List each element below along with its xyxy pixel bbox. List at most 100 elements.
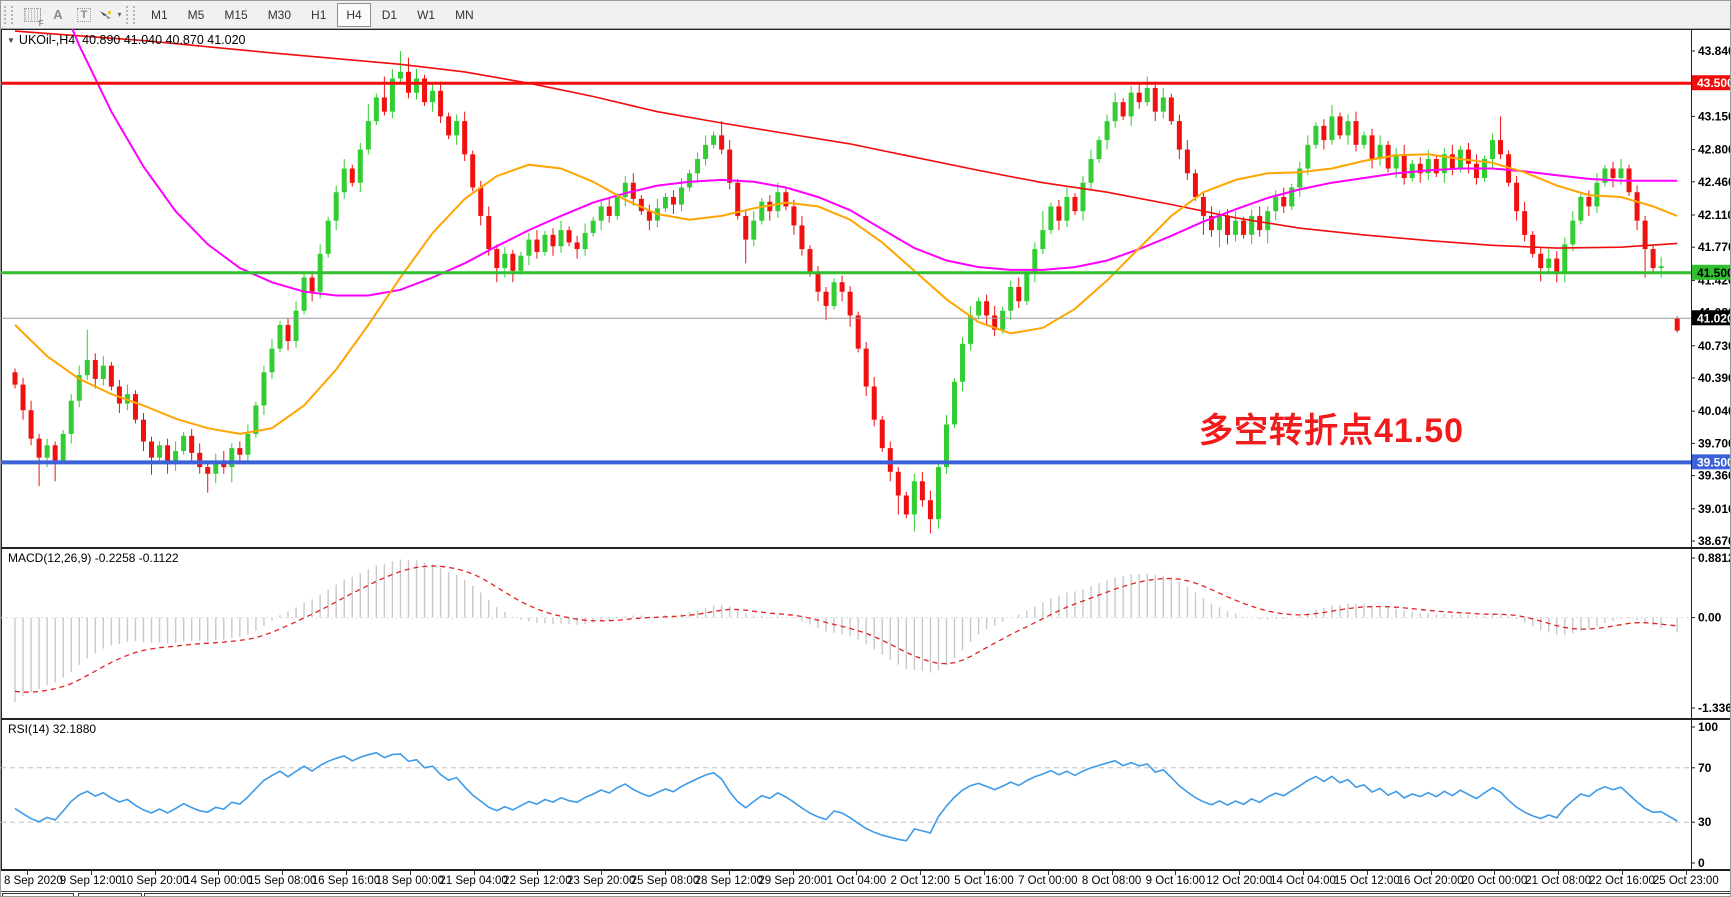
timeframe-button-M15[interactable]: M15 [224, 7, 248, 22]
text-a-icon: A [53, 7, 63, 22]
macd-axis-labels: 0.8812 0.00 -1.3368 [1691, 551, 1731, 715]
text-label-tool[interactable]: A [45, 4, 71, 26]
symbol-period-label: UKOil-,H4 [18, 33, 76, 47]
time-tick [1622, 871, 1623, 875]
time-label: 12 Oct 20:00 [1206, 875, 1273, 887]
time-label: 8 Oct 08:00 [1081, 875, 1142, 887]
ma-magenta-medium [71, 29, 1678, 297]
svg-text:40.040: 40.040 [1698, 404, 1731, 418]
time-tick [537, 871, 539, 875]
rsi-frame [1, 719, 1730, 870]
time-label: 16 Oct 20:00 [1397, 875, 1464, 887]
ohlc-values: 40.890 41.040 40.870 41.020 [82, 33, 246, 47]
rsi-axis-labels: 100 70 30 0 [1691, 720, 1718, 870]
timeframe-button-M30[interactable]: M30 [267, 7, 292, 22]
time-tick [1047, 871, 1049, 875]
time-tick [1494, 871, 1496, 875]
timeframe-button-W1[interactable]: W1 [417, 7, 436, 22]
price-chart-canvas[interactable]: 43.84043.15042.80042.46042.11041.77041.4… [1, 29, 1731, 548]
chart-title: ▼ UKOil-,H4 40.890 41.040 40.870 41.020 [7, 33, 246, 47]
candles-group [12, 51, 1680, 534]
time-label: 20 Oct 00:00 [1461, 875, 1528, 887]
bottom-box [78, 893, 142, 896]
timeframe-button-H1[interactable]: H1 [311, 7, 327, 22]
arrows-icon [100, 10, 112, 19]
svg-text:39.500: 39.500 [1697, 455, 1731, 469]
svg-text:40.390: 40.390 [1698, 371, 1731, 385]
time-label: 15 Oct 12:00 [1333, 875, 1400, 887]
time-tick [792, 871, 794, 875]
svg-text:42.800: 42.800 [1698, 143, 1731, 157]
time-label: 29 Sep 20:00 [758, 875, 827, 887]
time-tick [601, 871, 603, 875]
chart-toolbar: F A T ▾ M1 M5 M15 M30 H1 H4 D1 W1 MN [1, 1, 1730, 29]
timeframe-button-H4[interactable]: H4 [337, 2, 371, 27]
time-tick [1558, 871, 1560, 875]
svg-text:70: 70 [1698, 761, 1712, 775]
svg-text:41.020: 41.020 [1697, 311, 1731, 325]
time-tick [409, 871, 411, 875]
time-axis[interactable]: 8 Sep 2020 9 Sep 12:00 10 Sep 20:00 14 Sep … [1, 870, 1730, 891]
time-label: 21 Oct 08:00 [1525, 875, 1592, 887]
bottom-box [144, 893, 1730, 896]
macd-indicator-panel[interactable]: MACD(12,26,9) -0.2258 -0.1122 0.8812 0.00… [1, 548, 1731, 719]
rsi-canvas[interactable]: 100 70 30 0 [1, 719, 1731, 870]
time-tick [1685, 871, 1687, 875]
rsi-label: RSI(14) 32.1880 [8, 722, 97, 736]
time-tick [1239, 871, 1241, 875]
snap-grid-tool[interactable]: F [19, 4, 45, 28]
svg-text:42.110: 42.110 [1698, 208, 1731, 222]
svg-text:39.010: 39.010 [1698, 502, 1731, 516]
macd-frame [1, 548, 1730, 719]
time-tick [984, 871, 985, 875]
svg-text:39.360: 39.360 [1698, 469, 1731, 483]
text-t-icon: T [76, 7, 92, 22]
text-box-tool[interactable]: T [71, 4, 97, 26]
timeframe-button-M1[interactable]: M1 [151, 7, 168, 22]
time-label: 15 Sep 08:00 [247, 875, 317, 887]
svg-text:43.500: 43.500 [1697, 76, 1731, 90]
svg-text:0.8812: 0.8812 [1698, 551, 1731, 565]
price-frame [1, 29, 1730, 548]
timeframe-button-D1[interactable]: D1 [381, 7, 398, 22]
ma-orange-fast [14, 153, 1678, 435]
time-tick [920, 871, 922, 875]
macd-values: -0.2258 -0.1122 [94, 551, 179, 565]
time-label: 22 Oct 16:00 [1589, 875, 1655, 887]
toolbar-drag-handle[interactable] [4, 5, 13, 24]
timeframe-button-M5[interactable]: M5 [187, 7, 205, 22]
svg-text:0.00: 0.00 [1698, 611, 1722, 625]
time-tick [282, 871, 284, 875]
time-label: 8 Sep 2020 [4, 875, 63, 887]
svg-text:100: 100 [1698, 720, 1718, 734]
rsi-indicator-panel[interactable]: RSI(14) 32.1880 100 70 30 0 [1, 719, 1731, 870]
time-tick [1175, 871, 1177, 875]
bottom-box [2, 893, 74, 896]
time-label: 28 Sep 12:00 [694, 875, 764, 887]
macd-label: MACD(12,26,9) -0.2258 -0.1122 [8, 551, 179, 565]
time-label: 2 Oct 12:00 [890, 875, 950, 887]
timeframe-button-MN[interactable]: MN [455, 7, 474, 22]
time-label: 1 Oct 04:00 [826, 875, 887, 887]
macd-signal-line [14, 565, 1678, 693]
draw-arrows-tool[interactable]: ▾ [97, 4, 123, 26]
timeframe-button-group: M1 M5 M15 M30 H1 H4 D1 W1 MN [141, 1, 484, 29]
time-tick [1303, 871, 1304, 875]
time-label: 7 Oct 00:00 [1018, 875, 1078, 887]
time-tick [90, 871, 92, 875]
symbol-dropdown-icon[interactable]: ▼ [7, 36, 15, 45]
time-label: 16 Sep 16:00 [311, 875, 381, 887]
time-label: 14 Sep 00:00 [184, 875, 253, 887]
svg-text:42.460: 42.460 [1698, 175, 1731, 189]
time-label: 21 Sep 04:00 [439, 875, 508, 887]
svg-text:0: 0 [1698, 856, 1705, 870]
macd-canvas[interactable]: 0.8812 0.00 -1.3368 [1, 548, 1731, 719]
time-tick [665, 871, 666, 875]
rsi-line [14, 751, 1678, 842]
time-label: 18 Sep 00:00 [375, 875, 445, 887]
svg-text:39.700: 39.700 [1698, 436, 1731, 450]
time-tick [1111, 871, 1113, 875]
time-tick [346, 871, 347, 875]
price-chart-panel[interactable]: ▼ UKOil-,H4 40.890 41.040 40.870 41.020 4… [1, 29, 1731, 548]
